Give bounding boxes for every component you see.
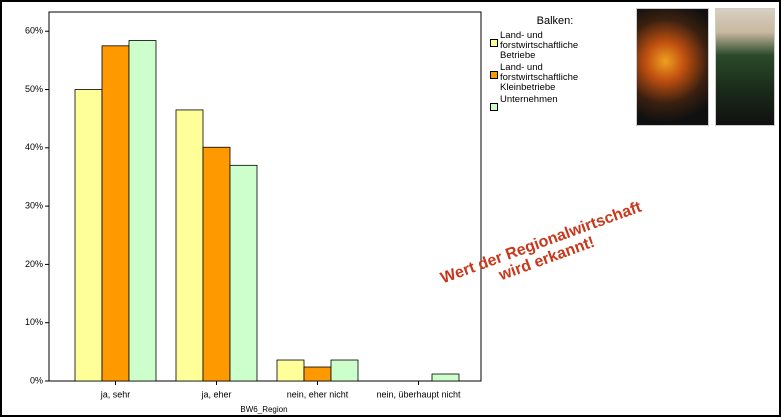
- x-tick-label: ja, eher: [200, 389, 231, 399]
- bar: [229, 164, 258, 382]
- legend-title: Balken:: [536, 15, 574, 27]
- legend-swatch: [490, 103, 498, 111]
- y-tick-label: 40%: [25, 142, 43, 152]
- x-tick-label: ja, sehr: [100, 389, 131, 399]
- bar: [74, 89, 103, 382]
- y-tick-label: 10%: [25, 317, 43, 327]
- legend-label: Unternehmen: [500, 94, 558, 105]
- bar: [303, 366, 332, 382]
- y-tick-label: 60%: [25, 26, 43, 36]
- legend-entry: Unternehmen: [490, 94, 600, 111]
- bar: [431, 373, 460, 382]
- x-tick-label: nein, eher nicht: [287, 389, 349, 399]
- bar: [128, 40, 157, 382]
- legend: Balken: Land- und forstwirtschaftliche B…: [490, 15, 620, 111]
- photo-dirndl: [715, 8, 775, 126]
- y-tick-label: 20%: [25, 259, 43, 269]
- y-tick-label: 50%: [25, 84, 43, 94]
- legend-entry: Land- und forstwirtschaftliche Kleinbetr…: [490, 63, 600, 93]
- legend-entry: Land- und forstwirtschaftliche Betriebe: [490, 31, 600, 61]
- bar: [276, 359, 305, 382]
- y-tick-label: 30%: [25, 200, 43, 210]
- x-tick-label: nein, überhaupt nicht: [376, 389, 461, 399]
- plot-frame: [48, 11, 482, 382]
- bar: [101, 45, 130, 382]
- y-tick-label: 0%: [30, 375, 43, 385]
- photo-fire: [636, 8, 709, 126]
- bar: [175, 109, 204, 382]
- legend-swatch: [490, 71, 498, 79]
- legend-label: Land- und forstwirtschaftliche Betriebe: [500, 30, 579, 61]
- x-axis-label: BW6_Region: [240, 405, 287, 414]
- bar: [202, 146, 231, 382]
- legend-swatch: [490, 39, 498, 47]
- legend-label: Land- und forstwirtschaftliche Kleinbetr…: [500, 62, 579, 93]
- bar: [330, 359, 359, 382]
